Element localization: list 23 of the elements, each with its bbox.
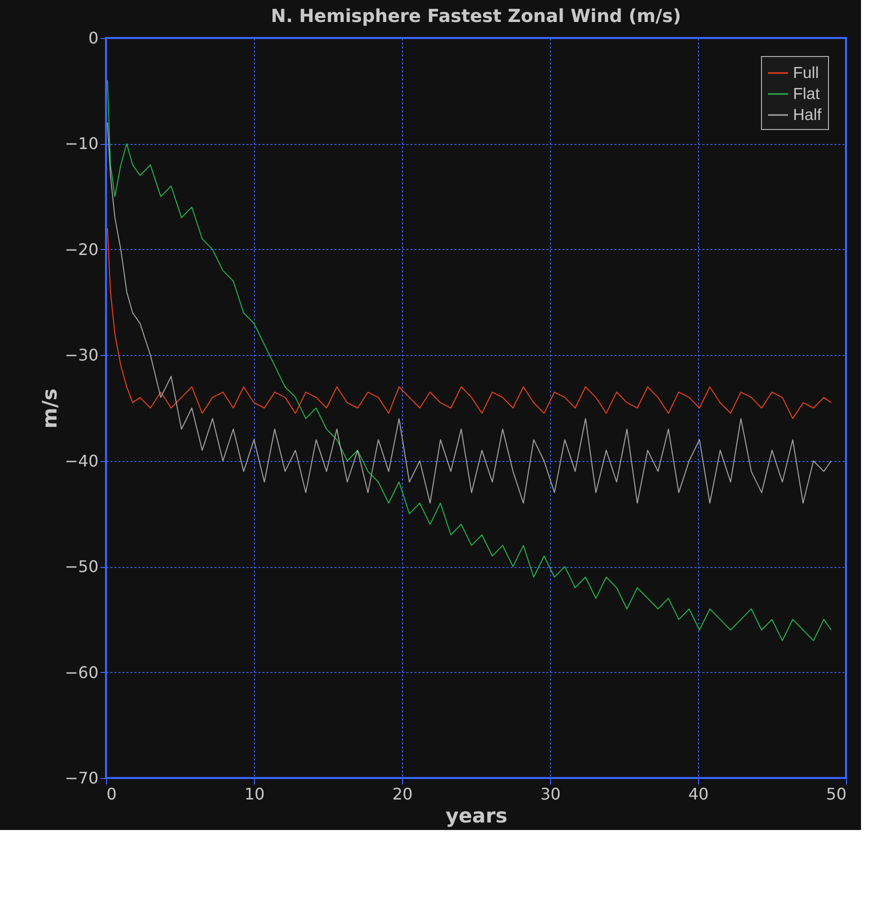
x-tick-label: 20 bbox=[392, 784, 413, 804]
y-axis-title: m/s bbox=[38, 388, 62, 429]
y-tick-label: −40 bbox=[64, 451, 98, 470]
y-tick-label: 0 bbox=[88, 28, 98, 48]
legend-label: Full bbox=[793, 65, 819, 82]
y-tick-label: −60 bbox=[64, 662, 98, 682]
line-series bbox=[106, 228, 832, 420]
y-tick-label: −20 bbox=[64, 240, 98, 259]
x-tick-label: 50 bbox=[826, 784, 846, 804]
y-tick-label: −10 bbox=[64, 134, 98, 154]
x-tick-label: 30 bbox=[540, 784, 561, 804]
legend-label: Half bbox=[793, 107, 822, 124]
y-tick-label: −70 bbox=[64, 768, 98, 788]
legend-label: Flat bbox=[793, 86, 820, 103]
x-tick-label: 0 bbox=[106, 784, 117, 804]
x-tick-label: 10 bbox=[244, 784, 265, 804]
chart-title: N. Hemisphere Fastest Zonal Wind (m/s) bbox=[270, 6, 682, 27]
x-axis-title: years bbox=[446, 804, 508, 828]
line-series bbox=[106, 122, 832, 504]
line-series bbox=[106, 80, 832, 642]
x-tick-label: 40 bbox=[688, 784, 709, 804]
y-tick-label: −30 bbox=[64, 346, 98, 365]
y-tick-label: −50 bbox=[64, 557, 98, 576]
